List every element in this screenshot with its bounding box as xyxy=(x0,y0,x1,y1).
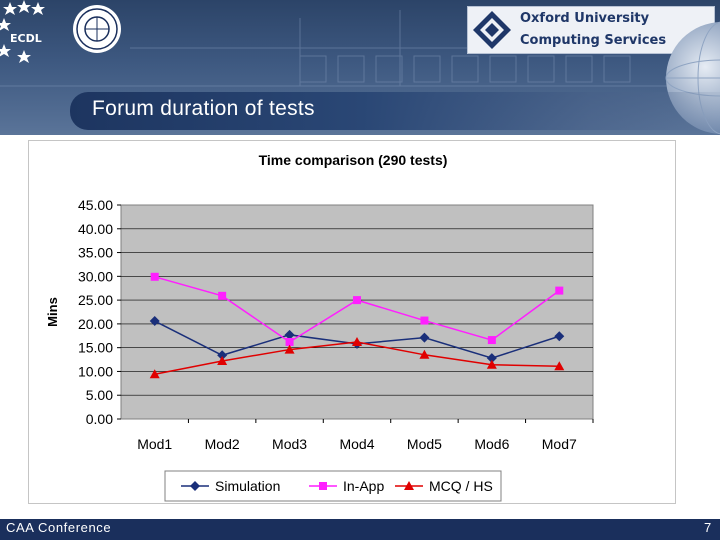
y-tick-label: 0.00 xyxy=(86,411,113,427)
data-point xyxy=(149,369,160,379)
banner-background-pattern xyxy=(0,10,720,87)
data-point xyxy=(284,344,295,354)
data-point xyxy=(554,331,565,342)
data-point xyxy=(419,349,430,359)
y-tick-label: 25.00 xyxy=(78,292,113,308)
legend-label: Simulation xyxy=(215,478,280,494)
ecdl-logo-text: ECDL xyxy=(10,32,42,45)
oucs-logo-text: Oxford University Computing Services xyxy=(520,8,710,52)
legend-item: Simulation xyxy=(181,478,280,494)
ecdl-logo: ECDL xyxy=(0,0,45,63)
line-chart: Time comparison (290 tests) 0.00 5.00 10.0… xyxy=(45,152,594,502)
y-tick-label: 10.00 xyxy=(78,363,113,379)
data-point xyxy=(555,286,564,295)
y-tick-label: 15.00 xyxy=(78,340,113,356)
x-tick-label: Mod5 xyxy=(407,436,442,452)
series-group xyxy=(149,272,565,379)
x-axis-ticks: Mod1 Mod2 Mod3 Mod4 Mod5 Mod6 Mod7 xyxy=(137,419,594,452)
data-point xyxy=(554,361,565,371)
y-axis-label: Mins xyxy=(45,297,60,327)
oucs-diamond-icon xyxy=(473,11,511,49)
y-tick-label: 40.00 xyxy=(78,221,113,237)
legend-label: In-App xyxy=(343,478,384,494)
data-point xyxy=(149,316,160,327)
data-point xyxy=(190,481,200,491)
x-tick-label: Mod4 xyxy=(339,436,374,452)
data-point xyxy=(353,296,361,305)
oucs-line-1: Oxford University xyxy=(520,11,650,26)
legend: Simulation In-App MCQ / HS xyxy=(164,470,502,502)
x-tick-label: Mod7 xyxy=(542,436,577,452)
data-point xyxy=(150,272,159,281)
slide-banner: ECDL Oxford University Computing Service… xyxy=(0,0,720,135)
x-tick-label: Mod6 xyxy=(474,436,509,452)
data-point xyxy=(486,359,497,369)
data-point xyxy=(218,291,227,300)
y-tick-label: 5.00 xyxy=(86,387,113,403)
x-tick-label: Mod2 xyxy=(205,436,240,452)
oucs-line-2: Computing Services xyxy=(520,33,667,48)
title-bar xyxy=(70,92,720,130)
seal-logo xyxy=(73,5,121,53)
plot-area xyxy=(120,204,594,420)
legend-item: In-App xyxy=(309,478,384,494)
data-point xyxy=(404,481,414,490)
y-tick-label: 45.00 xyxy=(78,197,113,213)
data-point xyxy=(420,316,429,325)
y-tick-label: 20.00 xyxy=(78,316,113,332)
data-point xyxy=(487,336,496,345)
legend-item: MCQ / HS xyxy=(395,478,493,494)
y-axis-ticks: 0.00 5.00 10.00 15.00 20.00 25.00 30.00 35.00 40… xyxy=(78,197,121,427)
slide-title: Forum duration of tests xyxy=(92,97,315,120)
data-point xyxy=(217,350,228,361)
data-point xyxy=(352,336,362,346)
series-mcq-hs xyxy=(149,336,565,379)
data-point xyxy=(217,355,228,365)
data-point xyxy=(284,329,295,340)
footer-text: CAA Conference xyxy=(6,520,112,535)
data-point xyxy=(285,337,294,346)
chart-area: Time comparison (290 tests) 0.00 5.00 10.0… xyxy=(28,140,676,504)
legend-label: MCQ / HS xyxy=(429,478,493,494)
y-tick-label: 35.00 xyxy=(78,245,113,261)
y-tick-label: 30.00 xyxy=(78,268,113,284)
x-tick-label: Mod1 xyxy=(137,436,172,452)
x-tick-label: Mod3 xyxy=(272,436,307,452)
data-point xyxy=(319,482,327,490)
data-point xyxy=(486,353,497,364)
page-number: 7 xyxy=(704,520,712,535)
oucs-logo: Oxford University Computing Services xyxy=(467,6,715,54)
footer-bar xyxy=(0,519,720,540)
chart-title: Time comparison (290 tests) xyxy=(259,152,448,168)
data-point xyxy=(419,332,430,343)
series-in-app xyxy=(150,272,564,346)
